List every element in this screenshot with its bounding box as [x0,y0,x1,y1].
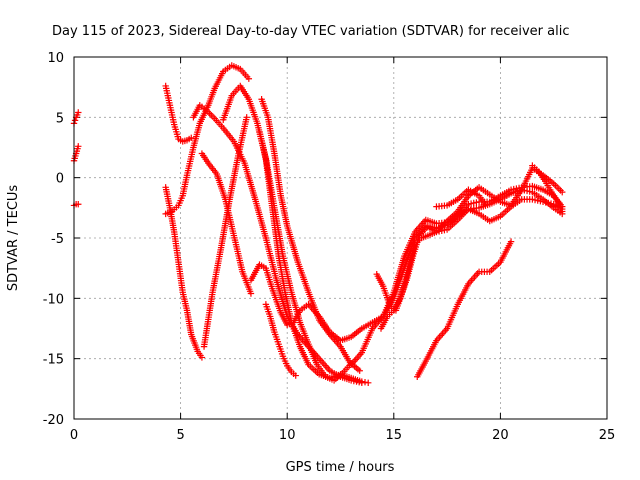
data-point [358,378,366,385]
data-point [365,379,372,386]
x-tick-label: 0 [70,428,78,443]
data-point [75,143,82,150]
grid-lines [74,57,607,419]
data-point [559,188,566,196]
data-point [356,367,363,374]
data-point [75,201,82,208]
y-tick-label: 10 [47,51,64,66]
data-point [188,134,195,142]
chart-title: Day 115 of 2023, Sidereal Day-to-day VTE… [52,24,569,39]
track-marker [361,378,369,386]
y-tick-label: -20 [43,413,64,428]
data-point [507,238,515,245]
x-tick-label: 15 [386,428,403,443]
y-tick-label: -15 [43,353,64,368]
y-tick-label: -5 [51,232,64,247]
x-tick-label: 10 [279,428,296,443]
x-tick-label: 5 [176,428,184,443]
y-tick-label: 0 [56,172,64,187]
y-axis-label: SDTVAR / TECUs [6,185,21,292]
y-tick-label: 5 [56,111,64,126]
data-point [198,354,206,361]
data-points [70,62,566,386]
data-point [75,109,82,116]
y-tick-label: -10 [43,292,64,307]
data-point [292,372,299,379]
data-point [482,201,489,208]
data-point [245,75,253,82]
data-point [559,208,566,215]
data-point [247,290,255,297]
axis-ticks: 0 5 10 15 20 25 10 5 0 -5 -10 -15 -20 [43,51,616,443]
x-axis-label: GPS time / hours [286,460,395,475]
x-tick-label: 20 [492,428,509,443]
track-marker [71,117,79,124]
x-tick-label: 25 [599,428,616,443]
data-point [243,114,250,121]
plot-frame [73,56,608,420]
